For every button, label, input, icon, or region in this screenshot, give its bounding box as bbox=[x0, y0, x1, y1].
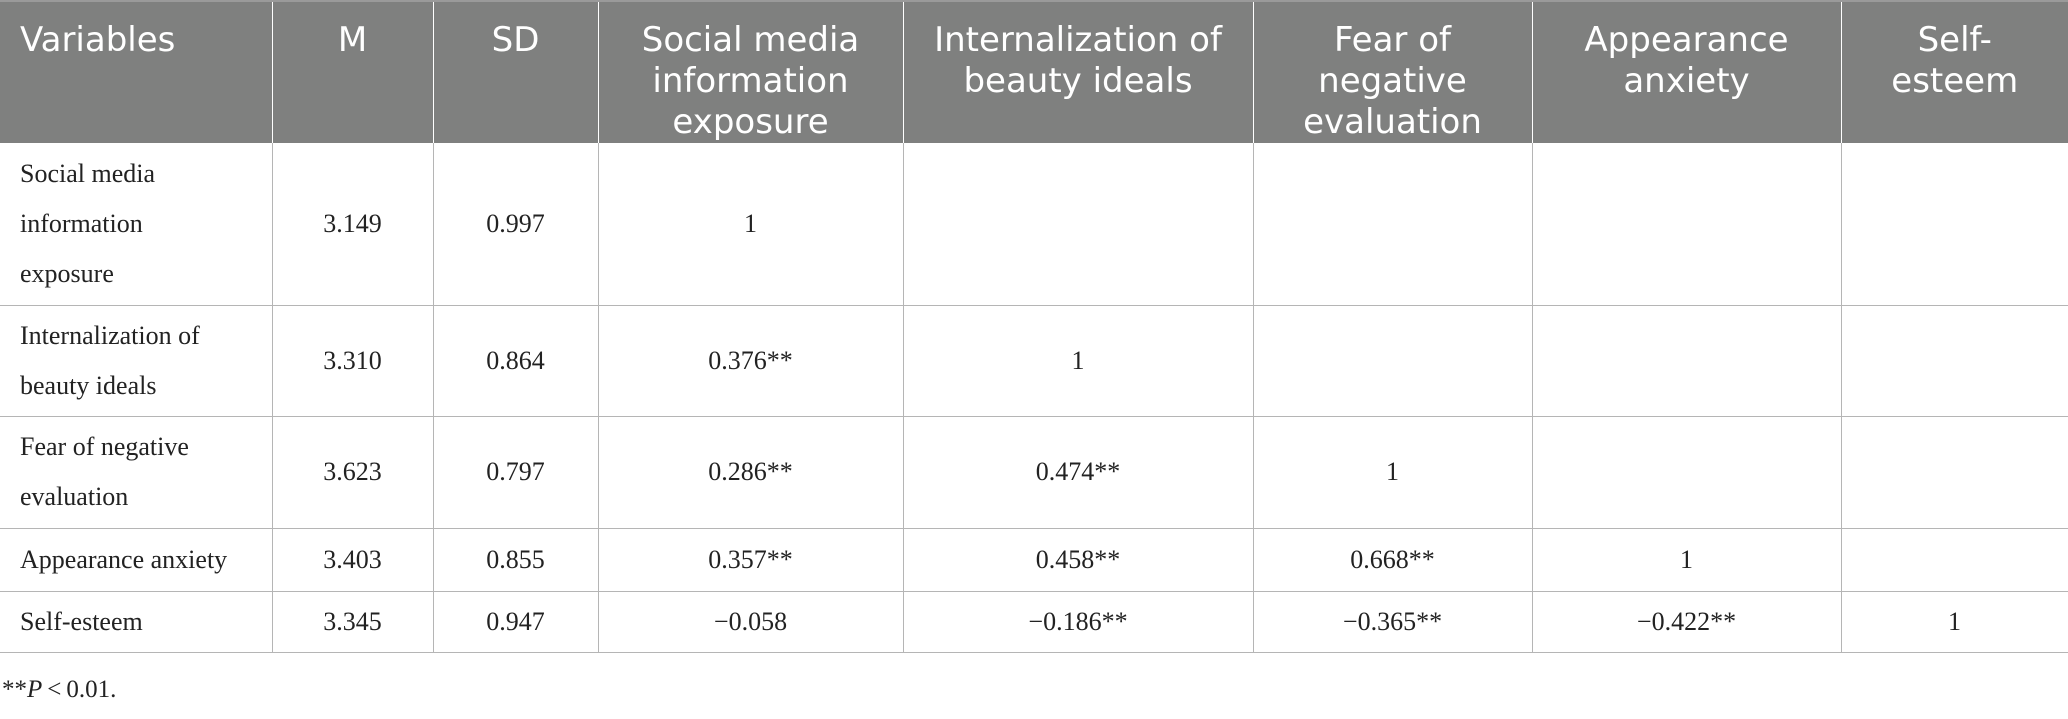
variable-line: Self-esteem bbox=[20, 606, 143, 636]
table-row: Internalization of beauty ideals 3.310 0… bbox=[0, 305, 2068, 417]
cell-corr: 0.474** bbox=[903, 416, 1254, 529]
row-variable-name: Appearance anxiety bbox=[0, 528, 273, 592]
header-appearance-anxiety: Appearance anxiety bbox=[1532, 0, 1842, 143]
cell-mean: 3.149 bbox=[272, 143, 434, 306]
header-line: esteem bbox=[1891, 61, 2019, 101]
header-internalization: Internalization of beauty ideals bbox=[903, 0, 1254, 143]
cell-corr bbox=[1841, 528, 2068, 592]
table-footnote: **P < 0.01. bbox=[2, 676, 116, 704]
header-line: anxiety bbox=[1623, 61, 1750, 101]
cell-sd: 0.997 bbox=[433, 143, 599, 306]
cell-corr bbox=[903, 143, 1254, 306]
row-variable-name: Internalization of beauty ideals bbox=[0, 305, 273, 417]
table-row: Social media information exposure 3.149 … bbox=[0, 143, 2068, 306]
cell-corr bbox=[1532, 416, 1842, 529]
table-row: Fear of negative evaluation 3.623 0.797 … bbox=[0, 416, 2068, 529]
header-self-esteem: Self- esteem bbox=[1841, 0, 2068, 143]
cell-corr: −0.058 bbox=[598, 591, 904, 653]
variable-line: evaluation bbox=[20, 482, 129, 511]
header-row: Variables M SD Social media information … bbox=[0, 0, 2068, 143]
cell-sd: 0.797 bbox=[433, 416, 599, 529]
header-mean: M bbox=[272, 0, 434, 143]
cell-corr: 1 bbox=[598, 143, 904, 306]
cell-sd: 0.855 bbox=[433, 528, 599, 592]
header-fear-negative-evaluation: Fear of negative evaluation bbox=[1253, 0, 1533, 143]
header-sd: SD bbox=[433, 0, 599, 143]
variable-line: beauty ideals bbox=[20, 370, 157, 400]
cell-corr: 0.286** bbox=[598, 416, 904, 529]
cell-mean: 3.345 bbox=[272, 591, 434, 653]
cell-corr: 0.668** bbox=[1253, 528, 1533, 592]
variable-line: Fear of negative bbox=[20, 432, 189, 461]
footnote-p-symbol: P bbox=[27, 676, 43, 703]
header-line: exposure bbox=[672, 102, 829, 142]
cell-mean: 3.403 bbox=[272, 528, 434, 592]
cell-corr: 1 bbox=[1532, 528, 1842, 592]
cell-corr: 1 bbox=[1841, 591, 2068, 653]
cell-corr: 0.376** bbox=[598, 305, 904, 417]
cell-corr bbox=[1253, 305, 1533, 417]
header-social-media-exposure: Social media information exposure bbox=[598, 0, 904, 143]
cell-corr: −0.186** bbox=[903, 591, 1254, 653]
header-variables: Variables bbox=[0, 0, 273, 143]
header-line: evaluation bbox=[1303, 102, 1482, 142]
variable-line: Social media bbox=[20, 158, 156, 188]
cell-sd: 0.947 bbox=[433, 591, 599, 653]
variable-line: information bbox=[20, 208, 143, 238]
footnote-suffix: < 0.01. bbox=[42, 676, 117, 703]
cell-corr: 0.458** bbox=[903, 528, 1254, 592]
variable-line: Internalization of bbox=[20, 320, 200, 350]
table-row: Appearance anxiety 3.403 0.855 0.357** 0… bbox=[0, 528, 2068, 592]
cell-corr bbox=[1532, 143, 1842, 306]
header-line: beauty ideals bbox=[963, 61, 1193, 101]
variable-line: Appearance anxiety bbox=[20, 544, 228, 574]
cell-corr bbox=[1841, 416, 2068, 529]
header-line: Internalization of bbox=[934, 20, 1222, 60]
cell-corr bbox=[1253, 143, 1533, 306]
variable-line: exposure bbox=[20, 258, 114, 288]
correlation-table-container: Variables M SD Social media information … bbox=[0, 0, 2068, 653]
row-variable-name: Social media information exposure bbox=[0, 143, 273, 306]
cell-mean: 3.310 bbox=[272, 305, 434, 417]
footnote-prefix: ** bbox=[2, 676, 27, 703]
header-line: negative bbox=[1318, 61, 1467, 101]
cell-corr: 0.357** bbox=[598, 528, 904, 592]
cell-corr bbox=[1841, 143, 2068, 306]
table-row: Self-esteem 3.345 0.947 −0.058 −0.186** … bbox=[0, 591, 2068, 653]
cell-corr: −0.365** bbox=[1253, 591, 1533, 653]
row-variable-name: Self-esteem bbox=[0, 591, 273, 653]
cell-sd: 0.864 bbox=[433, 305, 599, 417]
header-line: Social media bbox=[641, 20, 860, 60]
cell-mean: 3.623 bbox=[272, 416, 434, 529]
header-line: Fear of bbox=[1333, 20, 1451, 60]
cell-corr: −0.422** bbox=[1532, 591, 1842, 653]
cell-corr bbox=[1532, 305, 1842, 417]
header-line: Self- bbox=[1917, 20, 1992, 60]
cell-corr bbox=[1841, 305, 2068, 417]
cell-corr: 1 bbox=[903, 305, 1254, 417]
header-line: information bbox=[652, 61, 849, 101]
correlation-table: Variables M SD Social media information … bbox=[0, 0, 2068, 653]
row-variable-name: Fear of negative evaluation bbox=[0, 416, 273, 529]
cell-corr: 1 bbox=[1253, 416, 1533, 529]
header-line: Appearance bbox=[1584, 20, 1789, 60]
